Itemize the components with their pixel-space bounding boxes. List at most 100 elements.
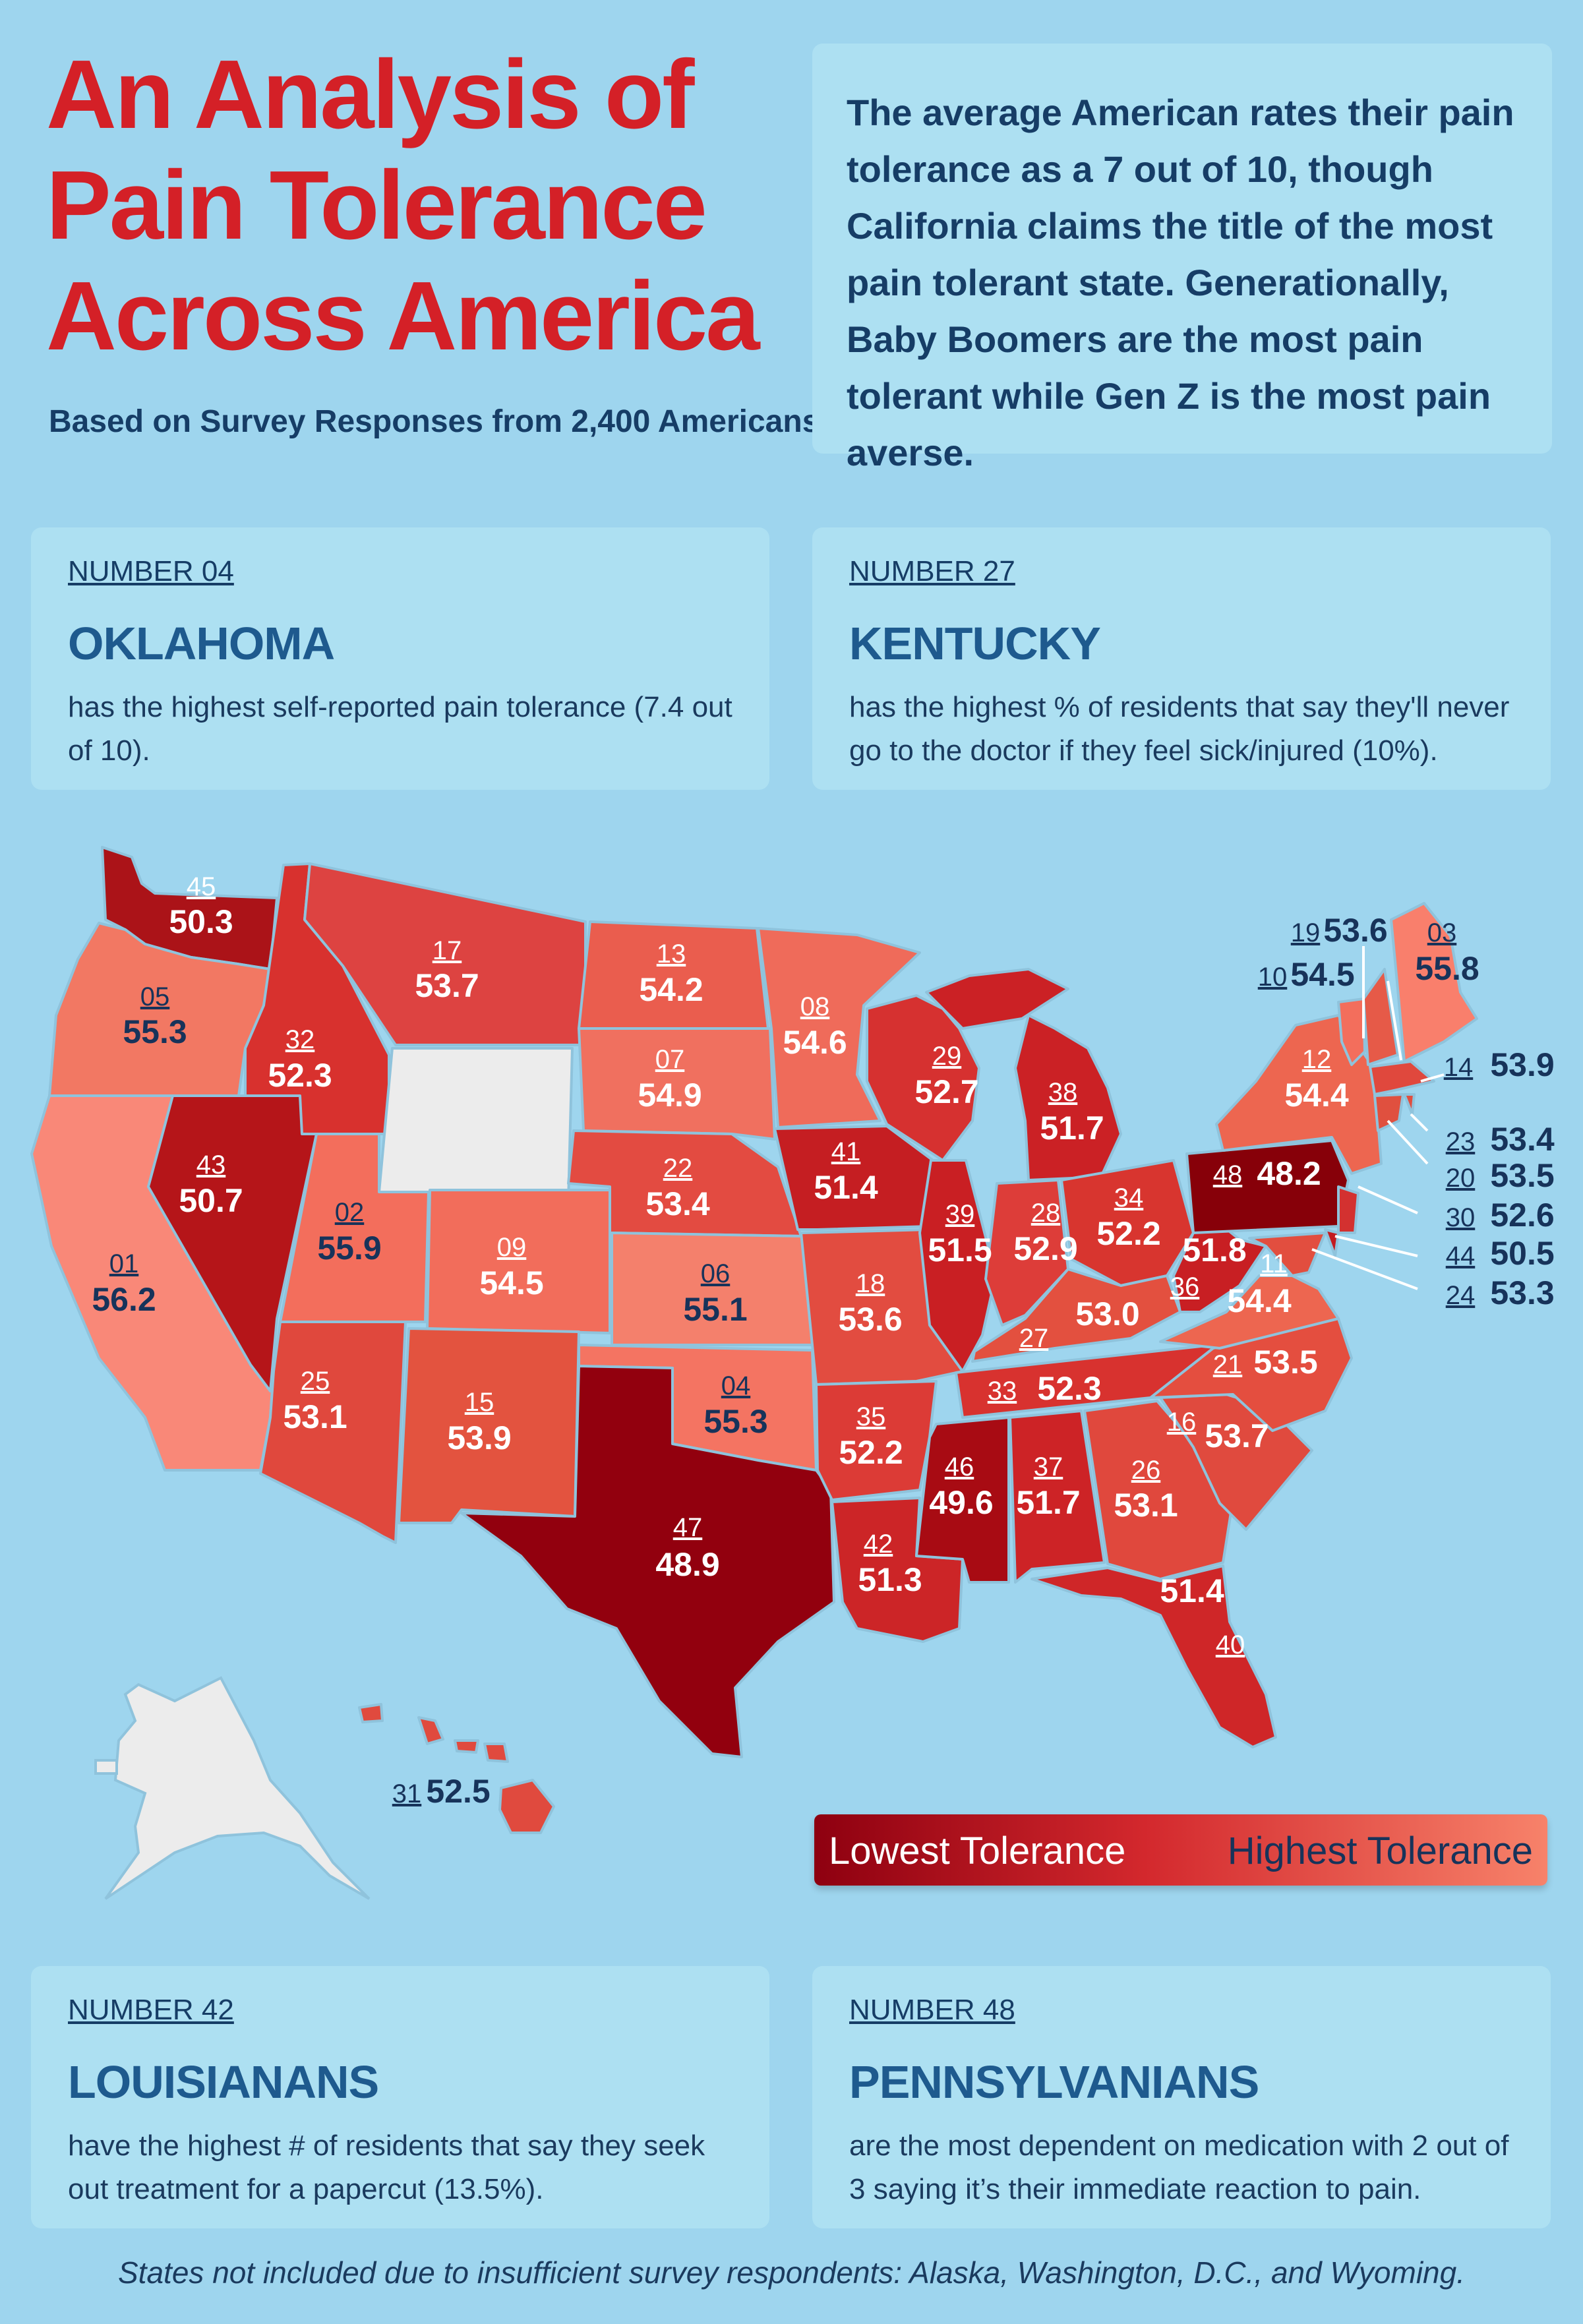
hawaii-island [417, 1716, 444, 1745]
rank-arizona: 25 [301, 1367, 330, 1396]
state-arizona [259, 1321, 407, 1544]
score-missouri: 53.6 [838, 1301, 902, 1338]
rank-new-york: 12 [1302, 1045, 1332, 1074]
rank-delaware: 44 [1446, 1241, 1476, 1270]
rank-colorado: 09 [497, 1233, 527, 1262]
fact-heading: PENNSYLVANIANS [849, 2056, 1259, 2108]
rank-rhode-island: 23 [1446, 1127, 1476, 1156]
rank-michigan: 38 [1048, 1078, 1078, 1107]
state-massachusetts [1369, 1060, 1435, 1096]
state-arkansas [815, 1380, 938, 1501]
state-louisiana [831, 1497, 964, 1643]
score-rhode-island: 53.4 [1490, 1121, 1555, 1158]
state-kentucky [971, 1268, 1181, 1363]
score-south-dakota: 54.9 [638, 1077, 702, 1114]
title-line-3: Across America [46, 262, 760, 371]
state-mississippi [915, 1416, 1010, 1584]
rank-west-virginia: 36 [1170, 1272, 1200, 1301]
rank-mississippi: 46 [945, 1452, 974, 1481]
fact-card-pennsylvania: NUMBER 48 PENNSYLVANIANS are the most de… [812, 1966, 1551, 2228]
rank-massachusetts: 14 [1444, 1053, 1474, 1082]
rank-pennsylvania: 48 [1213, 1160, 1243, 1189]
state-illinois [918, 1159, 997, 1373]
state-kansas [611, 1232, 814, 1346]
state-hawaii [498, 1779, 555, 1834]
rank-texas: 47 [673, 1513, 703, 1542]
state-michigan-upper [925, 968, 1069, 1030]
leader-nj [1358, 1185, 1418, 1214]
subtitle: Based on Survey Responses from 2,400 Ame… [49, 404, 820, 439]
title-line-2: Pain Tolerance [46, 151, 707, 260]
rank-tennessee: 33 [988, 1377, 1017, 1406]
intro-text: The average American rates their pain to… [847, 92, 1514, 473]
rank-idaho: 32 [285, 1025, 315, 1054]
fact-number: NUMBER 04 [68, 555, 234, 587]
state-alaska-excluded [104, 1676, 371, 1900]
score-florida: 51.4 [1160, 1572, 1224, 1609]
score-montana: 53.7 [415, 967, 479, 1004]
page-title: An Analysis of Pain Tolerance Across Ame… [46, 40, 771, 372]
us-map: 45 50.3 05 55.3 01 56.2 32 52.3 43 50.7 … [30, 846, 1555, 1900]
score-arkansas: 52.2 [839, 1434, 903, 1471]
score-colorado: 54.5 [479, 1265, 543, 1301]
footnote: States not included due to insufficient … [118, 2255, 1465, 2290]
score-minnesota: 54.6 [783, 1024, 847, 1061]
state-maryland [1248, 1232, 1327, 1277]
rank-kentucky: 27 [1019, 1324, 1049, 1353]
score-oklahoma: 55.3 [703, 1403, 767, 1440]
score-illinois: 51.5 [928, 1232, 992, 1268]
fact-heading: LOUISIANANS [68, 2056, 379, 2108]
rank-maine: 03 [1427, 918, 1457, 947]
rank-wisconsin: 29 [932, 1042, 962, 1071]
fact-card-kentucky: NUMBER 27 KENTUCKY has the highest % of … [812, 527, 1551, 790]
legend-high-label: Highest Tolerance [1227, 1830, 1533, 1872]
score-vermont: 54.5 [1290, 956, 1354, 993]
score-utah: 55.9 [317, 1230, 381, 1266]
rank-south-carolina: 16 [1167, 1408, 1197, 1437]
state-colorado [426, 1189, 611, 1334]
fact-card-louisiana: NUMBER 42 LOUISIANANS have the highest #… [31, 1966, 769, 2228]
score-massachusetts: 53.9 [1490, 1046, 1554, 1083]
score-oregon: 55.3 [123, 1013, 187, 1050]
score-wisconsin: 52.7 [914, 1073, 978, 1110]
score-new-jersey: 52.6 [1490, 1197, 1554, 1234]
state-delaware [1324, 1228, 1340, 1257]
rank-north-carolina: 21 [1213, 1350, 1243, 1379]
rank-virginia: 11 [1260, 1249, 1288, 1278]
score-ohio: 52.2 [1096, 1215, 1160, 1252]
rank-washington: 45 [187, 872, 216, 901]
rank-new-hampshire: 19 [1291, 918, 1321, 947]
score-connecticut: 53.5 [1490, 1157, 1554, 1194]
state-georgia [1083, 1400, 1234, 1580]
score-washington: 50.3 [169, 903, 233, 940]
score-georgia: 53.1 [1114, 1487, 1178, 1524]
color-legend: Lowest Tolerance Highest Tolerance [814, 1814, 1547, 1886]
score-south-carolina: 53.7 [1205, 1417, 1269, 1454]
legend-low-label: Lowest Tolerance [829, 1830, 1126, 1872]
score-west-virginia: 51.8 [1182, 1232, 1246, 1268]
state-connecticut [1373, 1093, 1404, 1132]
score-michigan: 51.7 [1040, 1110, 1104, 1147]
rank-vermont: 10 [1258, 963, 1288, 992]
score-maine: 55.8 [1415, 950, 1479, 987]
state-michigan [1014, 1014, 1122, 1181]
score-pennsylvania: 48.2 [1257, 1155, 1321, 1192]
score-new-mexico: 53.9 [447, 1419, 511, 1456]
rank-south-dakota: 07 [655, 1045, 685, 1074]
leader-ma [1420, 1073, 1445, 1083]
state-texas [460, 1365, 835, 1758]
leader-md [1311, 1248, 1418, 1290]
rank-montana: 17 [433, 936, 462, 965]
title-line-1: An Analysis of [46, 40, 694, 149]
state-virginia [1159, 1274, 1340, 1350]
score-alabama: 51.7 [1016, 1484, 1080, 1521]
state-montana [303, 862, 587, 1046]
state-indiana [984, 1179, 1069, 1326]
leader-lines [1311, 946, 1445, 1290]
rank-arkansas: 35 [856, 1402, 886, 1431]
hawaii-island [358, 1703, 384, 1723]
rank-hawaii: 31 [392, 1779, 422, 1808]
hawaii-island [454, 1739, 479, 1754]
score-delaware: 50.5 [1490, 1235, 1554, 1272]
score-north-dakota: 54.2 [639, 971, 703, 1008]
